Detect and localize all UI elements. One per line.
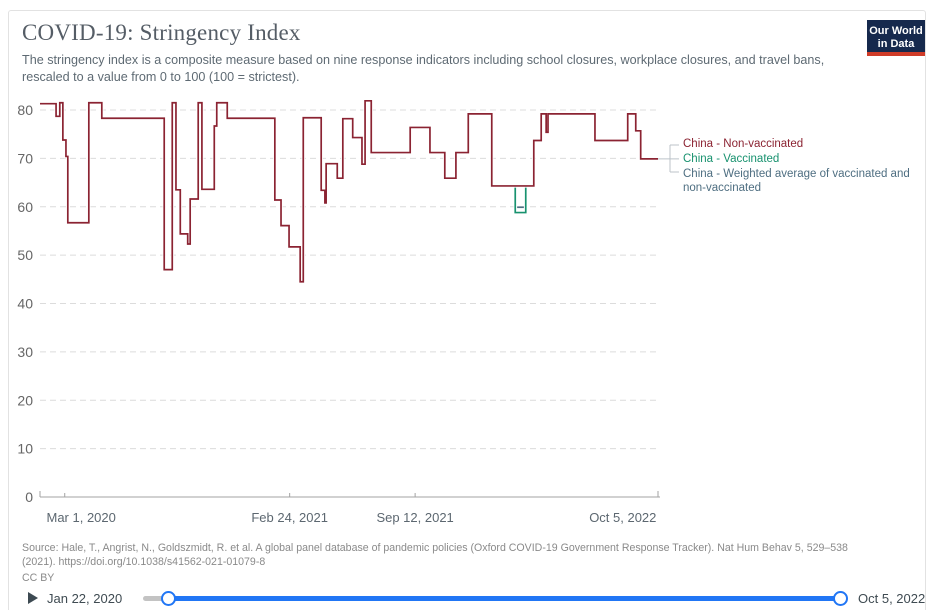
svg-text:Oct 5, 2022: Oct 5, 2022 xyxy=(589,510,656,525)
svg-text:60: 60 xyxy=(17,199,33,215)
timeline-slider[interactable] xyxy=(143,588,848,608)
slider-track-inactive[interactable] xyxy=(143,596,171,601)
slider-handle-end[interactable] xyxy=(833,591,848,606)
legend-connector xyxy=(658,144,679,173)
line-chart-canvas[interactable]: 0 10 20 30 40 50 60 70 80 Mar 1, 2020 Feb 24, 2021… xyxy=(0,88,933,538)
source-citation: Source: Hale, T., Angrist, N., Goldszmid… xyxy=(22,542,848,568)
play-icon[interactable] xyxy=(28,592,38,604)
svg-text:20: 20 xyxy=(17,392,33,408)
svg-text:50: 50 xyxy=(17,247,33,263)
svg-text:80: 80 xyxy=(17,102,33,118)
owid-logo-line2: in Data xyxy=(877,38,915,50)
owid-logo[interactable]: Our World in Data xyxy=(867,20,925,56)
svg-text:Mar 1, 2020: Mar 1, 2020 xyxy=(47,510,116,525)
chart-legend: China - Non-vaccinated China - Vaccinate… xyxy=(683,138,933,197)
page-title: COVID-19: Stringency Index xyxy=(22,20,301,45)
legend-item-weighted-average[interactable]: China - Weighted average of vaccinated a… xyxy=(683,168,933,195)
legend-item-label: China - Non-vaccinated xyxy=(683,138,804,150)
svg-text:Feb 24, 2021: Feb 24, 2021 xyxy=(251,510,328,525)
timeline-start-date: Jan 22, 2020 xyxy=(47,591,123,606)
legend-item-label: China - Vaccinated xyxy=(683,153,780,165)
svg-text:10: 10 xyxy=(17,441,33,457)
legend-item-vaccinated[interactable]: China - Vaccinated xyxy=(683,153,933,167)
svg-text:Sep 12, 2021: Sep 12, 2021 xyxy=(376,510,453,525)
slider-track-active[interactable] xyxy=(167,596,839,601)
svg-text:30: 30 xyxy=(17,344,33,360)
svg-text:0: 0 xyxy=(25,489,33,505)
timeline-bar: Jan 22, 2020 Oct 5, 2022 xyxy=(0,588,933,610)
svg-text:70: 70 xyxy=(17,150,33,166)
svg-text:40: 40 xyxy=(17,296,33,312)
legend-item-non-vaccinated[interactable]: China - Non-vaccinated xyxy=(683,138,933,152)
timeline-end-date: Oct 5, 2022 xyxy=(858,591,926,606)
owid-logo-line1: Our World xyxy=(869,25,923,37)
chart-subtitle: The stringency index is a composite meas… xyxy=(22,53,825,85)
legend-item-label: China - Weighted average of vaccinated a… xyxy=(683,168,910,194)
license-label: CC BY xyxy=(22,572,55,584)
slider-handle-start[interactable] xyxy=(161,591,176,606)
